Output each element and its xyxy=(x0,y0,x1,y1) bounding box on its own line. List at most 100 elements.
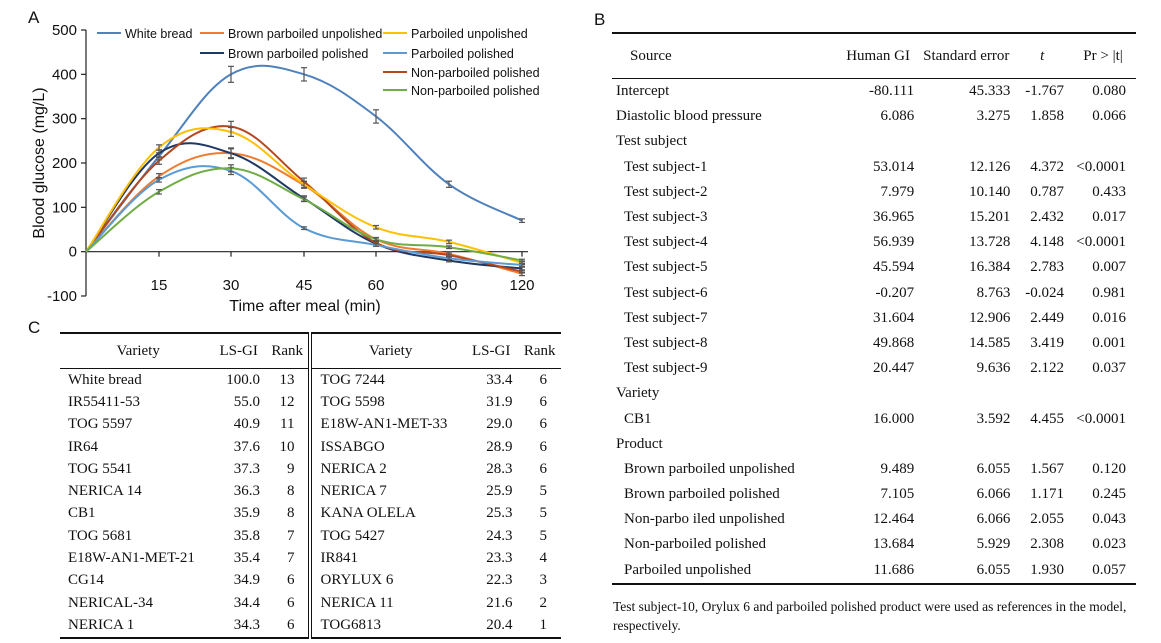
row-source: Brown parboiled unpolished xyxy=(624,460,795,477)
row-p-value: 0.080 xyxy=(1092,83,1126,100)
lsgi-left: 100.0 xyxy=(226,371,260,388)
rank-left: 6 xyxy=(265,569,313,592)
rank-left: 13 xyxy=(265,368,313,392)
row-standard-error: 13.728 xyxy=(969,234,1011,251)
lsgi-right: 23.3 xyxy=(486,550,513,567)
row-t-value: -1.767 xyxy=(1025,83,1065,100)
row-human-gi: 6.086 xyxy=(880,108,915,125)
regression-row: Test subject-1 53.014 12.126 4.372 <0.0001 xyxy=(612,155,1136,180)
variety-right: ORYLUX 6 xyxy=(320,572,394,589)
x-axis-title: Time after meal (min) xyxy=(229,298,380,315)
lsgi-right: 33.4 xyxy=(486,371,513,388)
row-source: Intercept xyxy=(616,83,670,100)
regression-row: Non-parboiled polished 13.684 5.929 2.308 0.… xyxy=(612,532,1136,557)
x-tick-label: 120 xyxy=(509,277,534,294)
lsgi-right: 31.9 xyxy=(486,393,513,410)
row-t-value: 2.432 xyxy=(1030,209,1065,226)
ranking-row: IR55411-53 55.0 12 TOG 5598 31.9 6 xyxy=(60,391,561,414)
lsgi-right: 28.3 xyxy=(486,460,513,477)
row-source: Test subject-2 xyxy=(624,183,708,200)
variety-left: NERICA 14 xyxy=(68,483,142,500)
row-t-value xyxy=(1014,381,1070,406)
header-lsgi-right: LS-GI xyxy=(471,342,511,359)
y-axis-title: Blood glucose (mg/L) xyxy=(31,87,48,238)
rank-left: 12 xyxy=(265,391,313,414)
variety-left: TOG 5541 xyxy=(68,460,133,477)
y-tick-label: 400 xyxy=(52,66,77,83)
y-tick-label: 0 xyxy=(69,244,77,261)
rank-right: 6 xyxy=(539,393,548,410)
row-standard-error: 45.333 xyxy=(969,83,1011,100)
row-source: Diastolic blood pressure xyxy=(616,108,762,125)
row-source: Test subject-3 xyxy=(624,209,708,226)
ranking-row: TOG 5541 37.3 9 NERICA 2 28.3 6 xyxy=(60,458,561,481)
ranking-row: White bread 100.0 13 TOG 7244 33.4 6 xyxy=(60,368,561,392)
row-human-gi: 11.686 xyxy=(873,561,915,578)
ranking-row: CG14 34.9 6 ORYLUX 6 22.3 3 xyxy=(60,569,561,592)
header-rank-right: Rank xyxy=(523,342,556,359)
row-standard-error: 14.585 xyxy=(969,334,1011,351)
variety-right: ISSABGO xyxy=(320,438,385,455)
y-tick-label: 100 xyxy=(52,199,77,216)
regression-row: Test subject-5 45.594 16.384 2.783 0.007 xyxy=(612,255,1136,280)
row-standard-error: 3.275 xyxy=(976,108,1011,125)
row-standard-error: 16.384 xyxy=(969,259,1011,276)
variety-right: NERICA 7 xyxy=(320,483,387,500)
rank-left: 7 xyxy=(265,547,313,570)
variety-right: TOG 5598 xyxy=(320,393,385,410)
rank-right: 4 xyxy=(539,550,548,567)
row-source: Test subject-8 xyxy=(624,334,708,351)
variety-left: IR64 xyxy=(68,438,98,455)
row-source: CB1 xyxy=(624,410,652,427)
ranking-row: TOG 5597 40.9 11 E18W-AN1-MET-33 29.0 6 xyxy=(60,413,561,436)
ranking-row: TOG 5681 35.8 7 TOG 5427 24.3 5 xyxy=(60,525,561,548)
variety-right: NERICA 2 xyxy=(320,460,387,477)
row-human-gi: 20.447 xyxy=(872,360,915,377)
row-source: Brown parboiled polished xyxy=(624,486,780,503)
variety-left: White bread xyxy=(68,371,142,388)
row-source: Product xyxy=(616,435,663,452)
row-t-value: 1.930 xyxy=(1030,561,1065,578)
row-p-value: <0.0001 xyxy=(1076,158,1126,175)
header-variety-right: Variety xyxy=(369,342,413,359)
row-t-value: 2.308 xyxy=(1030,536,1065,553)
row-standard-error: 5.929 xyxy=(976,536,1011,553)
row-t-value: 0.787 xyxy=(1030,183,1065,200)
variety-left: TOG 5681 xyxy=(68,527,133,544)
row-t-value: -0.024 xyxy=(1025,284,1065,301)
row-p-value: 0.120 xyxy=(1092,460,1126,477)
x-tick-label: 45 xyxy=(296,277,313,294)
variety-left: E18W-AN1-MET-21 xyxy=(68,550,195,567)
legend-label: White bread xyxy=(125,27,192,41)
ranking-header-row: Variety LS-GI Rank Variety LS-GI Rank xyxy=(60,333,561,369)
legend-label: Non-parboiled polished xyxy=(411,66,540,80)
header-p-value: Pr > |t| xyxy=(1083,47,1123,64)
y-tick-label: 500 xyxy=(52,22,77,39)
regression-row: CB1 16.000 3.592 4.455 <0.0001 xyxy=(612,406,1136,431)
regression-row: Test subject-3 36.965 15.201 2.432 0.017 xyxy=(612,205,1136,230)
legend-label: Brown parboiled unpolished xyxy=(228,27,382,41)
row-human-gi: 7.105 xyxy=(880,486,915,503)
lsgi-left: 37.6 xyxy=(233,438,260,455)
row-p-value: 0.001 xyxy=(1092,334,1126,351)
row-standard-error: 6.055 xyxy=(976,561,1011,578)
lsgi-right: 22.3 xyxy=(486,572,513,589)
row-p-value: 0.007 xyxy=(1092,259,1126,276)
rank-right: 6 xyxy=(539,438,548,455)
row-source: Parboiled unpolished xyxy=(624,561,752,578)
header-variety-left: Variety xyxy=(116,342,160,359)
rank-right: 6 xyxy=(539,371,548,388)
lsgi-left: 35.9 xyxy=(233,505,260,522)
row-t-value xyxy=(1014,432,1070,457)
row-human-gi: 13.684 xyxy=(872,536,915,553)
row-p-value: <0.0001 xyxy=(1076,234,1126,251)
lsgi-right: 21.6 xyxy=(486,594,513,611)
row-source: Test subject-9 xyxy=(624,360,708,377)
ranking-row: IR64 37.6 10 ISSABGO 28.9 6 xyxy=(60,435,561,459)
row-p-value: 0.037 xyxy=(1092,360,1126,377)
regression-row: Intercept -80.111 45.333 -1.767 0.080 xyxy=(612,79,1136,105)
variety-right: TOG 7244 xyxy=(320,371,385,388)
regression-row: Brown parboiled unpolished 9.489 6.055 1.56… xyxy=(612,457,1136,482)
panel-c-label: C xyxy=(28,318,41,337)
regression-row: Product xyxy=(612,432,1136,457)
